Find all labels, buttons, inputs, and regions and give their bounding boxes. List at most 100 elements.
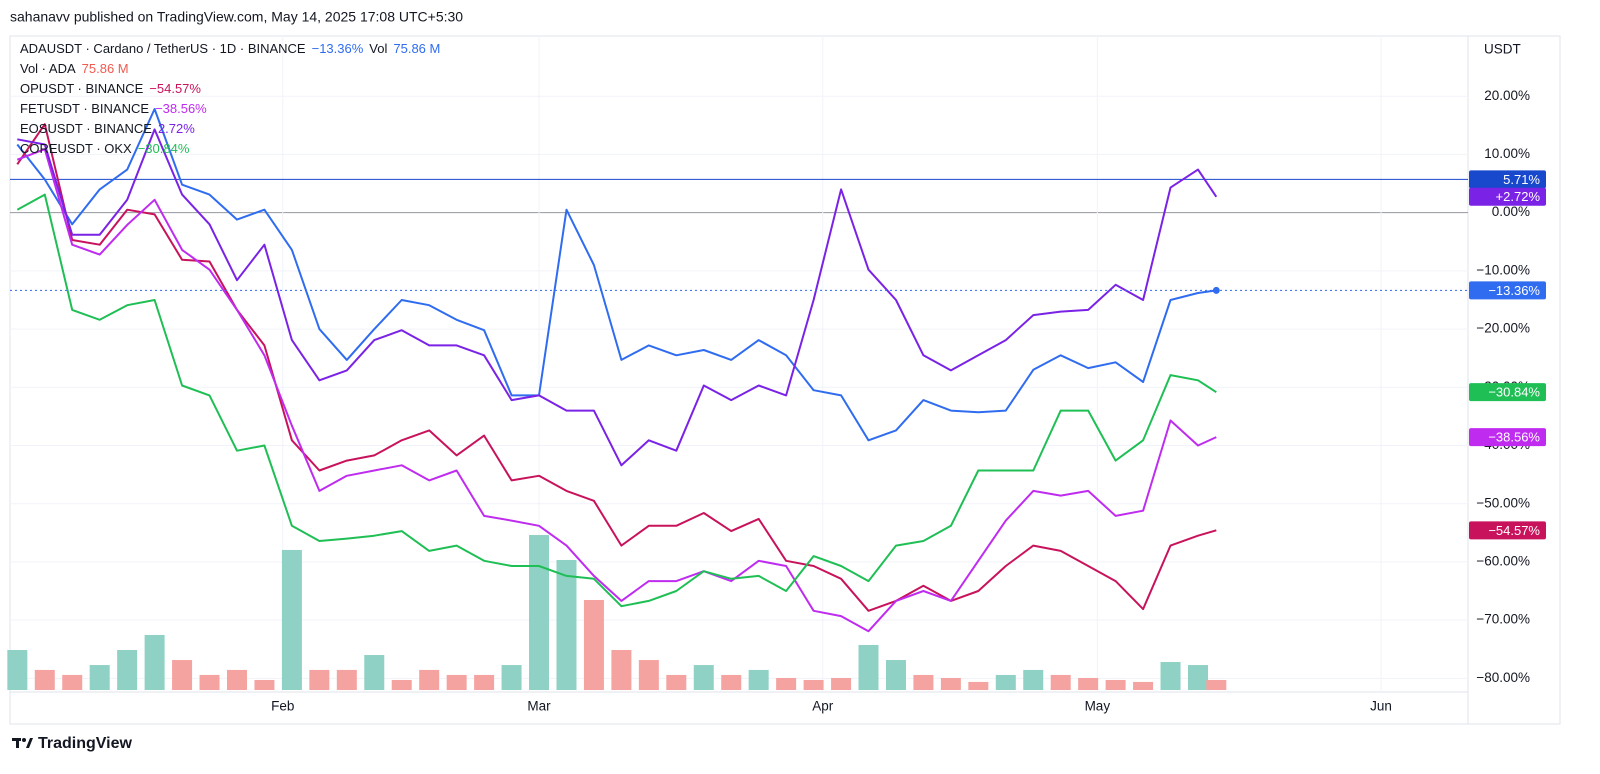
price-line-label-text: 5.71% [1503, 172, 1540, 187]
volume-bar [858, 644, 879, 690]
series-line [16, 193, 1217, 608]
series-last-label-box [1469, 383, 1546, 402]
volume-bar [474, 674, 495, 690]
y-tick-label: −20.00% [1476, 321, 1530, 336]
last-value-dot [1212, 286, 1220, 294]
series-last-label-box [1469, 281, 1546, 300]
volume-bar [1206, 679, 1227, 690]
legend-change: −13.36% [312, 41, 364, 56]
volume-bar [336, 669, 357, 690]
currency-label: USDT [1484, 42, 1521, 57]
volume-bar [281, 549, 302, 690]
legend-change: 2.72% [158, 121, 195, 136]
volume-bar [446, 674, 467, 690]
series-last-label-text: −13.36% [1488, 283, 1540, 298]
series-line [17, 128, 1218, 467]
volume-bar [995, 674, 1016, 690]
volume-bar [1188, 665, 1208, 690]
chart-frame [9, 35, 1561, 725]
volume-bar [1160, 662, 1181, 690]
volume-bar [89, 665, 110, 690]
series-last-label-text: −30.84% [1488, 385, 1540, 400]
y-tick-label: 0.00% [1492, 204, 1530, 219]
series-last-label-box [1469, 521, 1546, 540]
volume-bar [309, 669, 330, 690]
legend-entry: FETUSDT · BINANCE −38.56% [20, 101, 207, 116]
volume-bar [391, 679, 412, 690]
legend-volume-name: Vol [369, 41, 387, 56]
volume-bar [831, 677, 852, 690]
volume-bar [1078, 677, 1099, 690]
volume-bar [226, 669, 247, 690]
volume-bar [721, 674, 742, 690]
volume-bar [1133, 681, 1154, 690]
y-tick-label: −10.00% [1476, 262, 1530, 277]
volume-bar [940, 677, 961, 690]
brand-name: TradingView [38, 735, 133, 752]
legend-name: EOSUSDT · BINANCE [20, 121, 152, 136]
series-last-label-text: −38.56% [1488, 430, 1540, 445]
volume-bar [666, 674, 687, 690]
legend-entry: Vol · ADA 75.86 M [20, 61, 129, 76]
volume-bar [1105, 679, 1126, 690]
legend-name: COREUSDT · OKX [20, 141, 132, 156]
legend-name: Vol · ADA [20, 61, 76, 76]
legend-change: −38.56% [155, 101, 207, 116]
brand-logo [12, 738, 33, 748]
volume-bar [529, 535, 550, 690]
legend-name: ADAUSDT · Cardano / TetherUS · 1D · BINA… [20, 41, 306, 56]
volume-bar [913, 674, 934, 690]
volume-bar [419, 669, 440, 690]
legend-entry: OPUSDT · BINANCE −54.57% [20, 81, 201, 96]
y-tick-label: −70.00% [1476, 612, 1530, 627]
legend-entry: EOSUSDT · BINANCE 2.72% [20, 121, 195, 136]
volume-bar [364, 655, 385, 690]
y-tick-label: 20.00% [1484, 88, 1530, 103]
y-tick-label: −50.00% [1476, 495, 1530, 510]
volume-bar [693, 665, 714, 690]
price-line-label-box [1469, 170, 1546, 189]
volume-bar [172, 660, 193, 690]
volume-bar [583, 599, 604, 690]
x-tick-label: May [1085, 699, 1111, 714]
volume-bar [34, 669, 55, 690]
x-tick-label: Mar [527, 699, 551, 714]
volume-bar [1050, 674, 1071, 690]
series-last-label-box [1469, 428, 1546, 447]
series-line [16, 108, 1217, 442]
x-tick-label: Apr [812, 699, 834, 714]
volume-bar [968, 681, 989, 690]
legend-volume-value: 75.86 M [393, 41, 440, 56]
volume-bar [556, 559, 577, 690]
legend-entry: ADAUSDT · Cardano / TetherUS · 1D · BINA… [20, 41, 440, 56]
legend-volume-value: 75.86 M [82, 61, 129, 76]
y-tick-label: 10.00% [1484, 146, 1530, 161]
volume-bar [7, 650, 28, 690]
byline: sahanavv published on TradingView.com, M… [10, 9, 463, 25]
series-last-label-text: +2.72% [1496, 189, 1541, 204]
series-line [16, 123, 1217, 612]
volume-bar [611, 650, 632, 690]
volume-bar [1023, 669, 1044, 690]
legend-name: FETUSDT · BINANCE [20, 101, 149, 116]
x-tick-label: Jun [1370, 699, 1392, 714]
volume-bar [885, 660, 906, 690]
volume-bar [199, 674, 220, 690]
legend-change: −30.84% [138, 141, 190, 156]
series-last-label-box [1469, 187, 1546, 206]
y-tick-label: −80.00% [1476, 670, 1530, 685]
volume-bar [748, 669, 769, 690]
volume-bar [62, 674, 83, 690]
series-line [16, 148, 1217, 633]
volume-bar [117, 650, 138, 690]
y-tick-label: −60.00% [1476, 553, 1530, 568]
series-last-label-text: −54.57% [1488, 523, 1540, 538]
legend-entry: COREUSDT · OKX −30.84% [20, 141, 190, 156]
volume-bar [254, 679, 275, 690]
volume-bar [638, 660, 659, 690]
legend-name: OPUSDT · BINANCE [20, 81, 144, 96]
volume-bar [144, 634, 165, 690]
volume-bar [501, 665, 522, 690]
volume-bar [803, 679, 824, 690]
volume-bar [776, 677, 797, 690]
